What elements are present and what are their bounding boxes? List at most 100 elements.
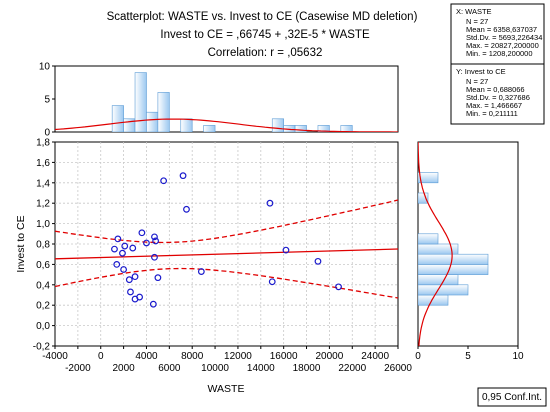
x-histogram-bar (203, 125, 216, 132)
data-point (183, 205, 190, 213)
regression-equation: Invest to CE = ,66745 + ,32E-5 * WASTE (160, 29, 370, 41)
x-histogram-bar (111, 105, 124, 132)
y-histogram-normal-curve (418, 142, 453, 346)
x-histogram-bar (271, 118, 284, 132)
stats-x-heading: X: WASTE (456, 7, 492, 16)
data-point (136, 293, 144, 301)
x-histogram-bar (317, 125, 330, 132)
x-tick-label-lower: 10000 (201, 363, 229, 374)
x-tick-label-lower: 14000 (247, 363, 275, 374)
data-point (125, 276, 133, 284)
y-tick-label: 0,2 (36, 301, 50, 312)
x-tick-label-upper: 20000 (315, 351, 343, 362)
x-tick-label-upper: 4000 (135, 351, 158, 362)
x-tick-label-upper: 12000 (224, 351, 252, 362)
y-histogram-tick-label: 10 (512, 351, 524, 362)
x-histogram-bar (146, 111, 159, 132)
data-point (197, 268, 205, 275)
stats-y-line: Min. = 0,211111 (466, 109, 518, 118)
y-histogram-bar (418, 172, 439, 184)
data-point (121, 242, 129, 250)
stats-y-line: Std.Dv. = 0,327686 (466, 93, 530, 102)
data-point (114, 235, 122, 243)
data-point (120, 266, 127, 273)
stats-x-line: N = 27 (466, 17, 488, 26)
x-tick-label-lower: 22000 (338, 363, 366, 374)
confidence-band-upper (55, 199, 398, 244)
stats-x-line: Max. = 20827,200000 (466, 41, 539, 50)
correlation-label: Correlation: r = ,05632 (208, 47, 323, 59)
y-tick-label: 0,0 (36, 321, 50, 332)
y-histogram-panel: 0 5 10 (415, 141, 524, 362)
x-histogram-bar (340, 125, 353, 132)
y-tick-label: 1,8 (36, 138, 50, 149)
data-point (143, 239, 150, 247)
stats-y-heading: Y: Invest to CE (456, 67, 506, 76)
x-histogram-panel: 0 5 10 (39, 62, 399, 139)
data-point (282, 246, 290, 254)
x-tick-label-lower: 18000 (293, 363, 321, 374)
stats-x-line: Mean = 6358,637037 (466, 25, 537, 34)
stats-box-x: X: WASTE N = 27 Mean = 6358,637037 Std.D… (450, 3, 545, 65)
x-histogram-bar (294, 125, 307, 132)
data-point (119, 249, 126, 257)
data-point (131, 273, 139, 281)
stats-y-line: Max. = 1,466667 (466, 101, 522, 110)
data-point (160, 177, 168, 185)
y-histogram-bar (418, 192, 429, 204)
y-histogram-tick-label: 5 (465, 351, 471, 362)
y-histogram-bar (418, 264, 489, 275)
conf-int-box: 0,95 Conf.Int. (477, 387, 547, 407)
y-histogram-tick-label: 0 (415, 351, 421, 362)
data-point (152, 237, 160, 245)
y-histogram-bar (418, 294, 449, 306)
x-histogram-tick-label: 10 (39, 62, 51, 73)
data-point (179, 172, 187, 180)
data-point (266, 199, 274, 207)
x-tick-label-lower: 2000 (112, 363, 135, 374)
x-histogram-tick-label: 5 (44, 95, 50, 106)
data-point (154, 274, 162, 282)
regression-line (55, 248, 398, 260)
y-axis-title: Invest to CE (15, 215, 27, 272)
x-histogram-tick-label: 0 (44, 128, 50, 139)
x-tick-label-upper: 8000 (181, 351, 204, 362)
data-point (138, 229, 146, 237)
y-tick-label: 0,8 (36, 240, 50, 251)
data-point (129, 244, 137, 252)
y-histogram-bar (418, 274, 459, 286)
y-tick-label: 1,4 (36, 178, 50, 189)
chart-title: Scatterplot: WASTE vs. Invest to CE (Cas… (107, 11, 418, 23)
confidence-band-lower (55, 267, 398, 299)
x-tick-label-lower: 26000 (384, 363, 412, 374)
data-point (151, 233, 158, 241)
y-histogram-bar (418, 233, 439, 245)
data-point (268, 278, 276, 286)
stats-y-line: N = 27 (466, 77, 488, 86)
stats-x-line: Min. = 1208,200000 (466, 49, 533, 58)
x-histogram-normal-curve (55, 118, 398, 132)
x-tick-label-upper: 0 (98, 351, 104, 362)
stats-y-line: Mean = 0,688066 (466, 85, 525, 94)
x-tick-label-lower: -2000 (65, 363, 91, 374)
data-point (314, 257, 322, 265)
y-tick-label: 1,6 (36, 158, 50, 169)
y-tick-label: -0,2 (33, 342, 51, 353)
x-tick-label-upper: 16000 (270, 351, 298, 362)
stats-box-y: Y: Invest to CE N = 27 Mean = 0,688066 S… (450, 63, 545, 125)
data-point (149, 300, 157, 308)
data-point (113, 261, 121, 268)
data-point (111, 245, 118, 253)
data-point (335, 283, 342, 291)
y-histogram-bar (418, 284, 469, 296)
y-tick-label: 0,4 (36, 280, 50, 291)
x-histogram-bar (157, 92, 170, 132)
x-histogram-bar (134, 72, 147, 132)
data-point (151, 253, 158, 261)
y-histogram-bar (418, 253, 489, 265)
data-point (127, 288, 134, 296)
scatter-panel: -0,2 0,0 0,2 0,4 0,6 0,8 1,0 1,2 1,4 1,6 1,8 -4000 0… (15, 138, 412, 396)
stats-x-line: Std.Dv. = 5693,226434 (466, 33, 542, 42)
x-tick-label-upper: -4000 (42, 351, 68, 362)
